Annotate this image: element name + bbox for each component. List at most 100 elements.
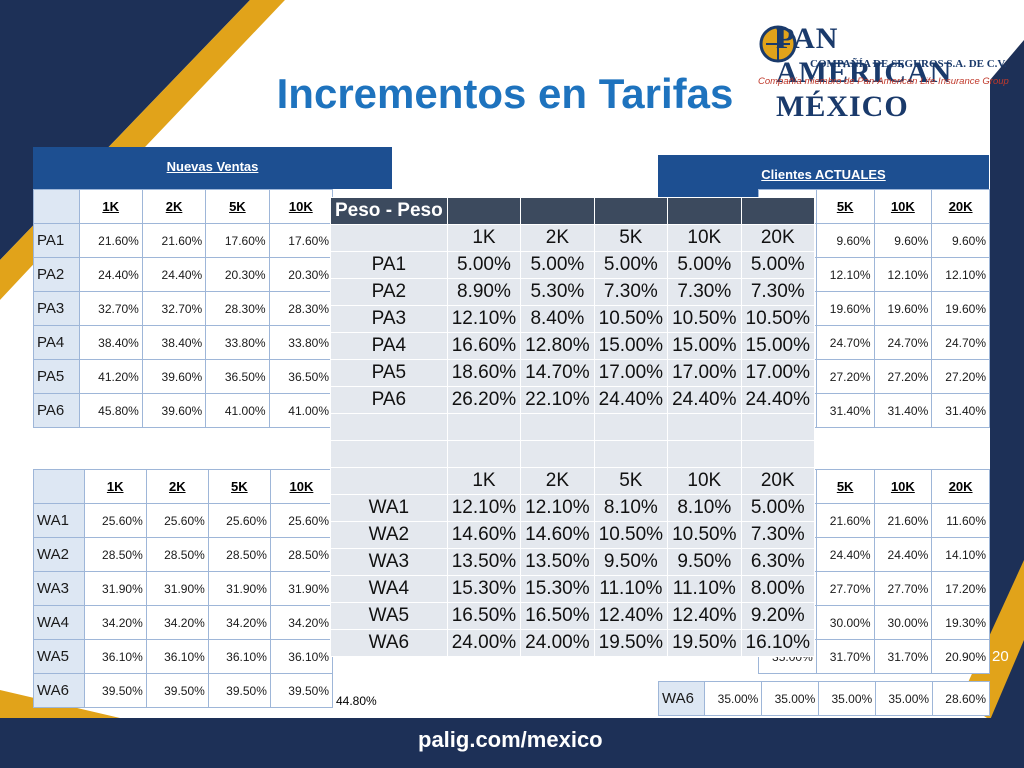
table-row: PA4 16.60% 12.80% 15.00% 15.00% 15.00% (330, 332, 815, 360)
table-cell: 13.50% (520, 548, 595, 576)
table-cell: 5.30% (520, 278, 595, 306)
table-cell: 31.40% (873, 393, 933, 428)
table-cell: 24.40% (815, 537, 875, 572)
table-cell: 14.60% (520, 521, 595, 549)
table-cell: 27.20% (873, 359, 933, 394)
page-title: Incrementos en Tarifas (276, 70, 734, 117)
peso-peso-table: Peso - Peso 1K 2K 5K 10K 20K PA1 5.00% 5.00% 5.00… (330, 197, 815, 657)
nuevas-ventas-caption: Nuevas Ventas (33, 147, 392, 189)
table-cell: 27.70% (873, 571, 933, 606)
table-cell: 21.60% (873, 503, 933, 538)
table-cell: 10.50% (667, 521, 742, 549)
table-row: WA5 36.10% 36.10% 36.10% 36.10% (33, 639, 334, 674)
company-logo: PAN AMERICAN MÉXICO COMPAÑÍA DE SEGUROS … (758, 20, 1009, 123)
table-cell: 19.50% (667, 629, 742, 657)
table-cell: 17.60% (205, 223, 270, 258)
row-label: WA2 (330, 521, 448, 549)
table-row: 1K 2K 5K 10K 20K (330, 224, 815, 252)
table-cell: 31.90% (145, 571, 209, 606)
table-cell: 24.40% (141, 257, 207, 292)
row-label: WA4 (330, 575, 448, 603)
table-cell: 32.70% (141, 291, 207, 326)
table-cell: 28.50% (83, 537, 147, 572)
table-cell: 24.70% (815, 325, 875, 360)
table-cell: 33.80% (205, 325, 270, 360)
table-cell: 28.50% (207, 537, 271, 572)
empty-cell (740, 413, 815, 441)
table-cell: 12.10% (446, 305, 522, 333)
table-cell: 8.10% (593, 494, 669, 522)
table-cell: 25.60% (83, 503, 147, 538)
table-cell: 39.50% (269, 673, 334, 708)
table-cell: 5.00% (593, 251, 669, 279)
peso-title: Peso - Peso (330, 197, 448, 225)
row-label: PA2 (330, 278, 448, 306)
table-cell: 9.60% (931, 223, 990, 258)
table-cell: 17.20% (931, 571, 990, 606)
empty-cell (520, 413, 595, 441)
table-cell: 9.20% (740, 602, 815, 630)
nuevas-wa-table: 1K 2K 5K 10K WA1 25.60% 25.60% 25.60% 25.60% WA2 2… (33, 469, 334, 708)
table-cell: 7.30% (740, 521, 815, 549)
table-cell: 14.60% (446, 521, 522, 549)
table-cell: 12.10% (520, 494, 595, 522)
empty-cell (446, 413, 522, 441)
column-header: 10K (667, 467, 742, 495)
table-cell: 24.00% (446, 629, 522, 657)
footer-url[interactable]: palig.com/mexico (418, 727, 603, 752)
table-cell: 11.10% (593, 575, 669, 603)
table-row: PA3 32.70% 32.70% 28.30% 28.30% (33, 291, 334, 326)
table-cell: 28.50% (269, 537, 334, 572)
table-cell: 9.50% (667, 548, 742, 576)
table-cell: 39.60% (141, 393, 207, 428)
table-row: PA2 24.40% 24.40% 20.30% 20.30% (33, 257, 334, 292)
table-row: WA2 28.50% 28.50% 28.50% 28.50% (33, 537, 334, 572)
table-cell: 16.50% (446, 602, 522, 630)
table-row: WA2 14.60% 14.60% 10.50% 10.50% 7.30% (330, 521, 815, 549)
table-cell: 38.40% (141, 325, 207, 360)
table-row: WA6 39.50% 39.50% 39.50% 39.50% (33, 673, 334, 708)
table-row (330, 440, 815, 468)
table-cell: 27.70% (815, 571, 875, 606)
table-cell: 15.30% (520, 575, 595, 603)
table-cell: 15.30% (446, 575, 522, 603)
row-label: PA5 (330, 359, 448, 387)
table-cell: 25.60% (145, 503, 209, 538)
table-cell: 28.50% (145, 537, 209, 572)
table-cell: 35.00% (818, 681, 877, 716)
table-cell: 28.30% (205, 291, 270, 326)
table-cell: 26.20% (446, 386, 522, 414)
corner-cell (330, 224, 448, 252)
nuevas-pa-table: 1K 2K 5K 10K PA1 21.60% 21.60% 17.60% 17.60% PA2 2… (33, 189, 334, 428)
row-label: WA3 (33, 571, 85, 606)
table-cell: 22.10% (520, 386, 595, 414)
table-cell: 31.90% (207, 571, 271, 606)
table-cell: 15.00% (593, 332, 669, 360)
logo-company: COMPAÑÍA DE SEGUROS S.A. DE C.V. (810, 58, 1007, 70)
row-label: WA5 (33, 639, 85, 674)
table-cell: 20.30% (205, 257, 270, 292)
table-cell: 17.00% (667, 359, 742, 387)
table-cell: 24.40% (667, 386, 742, 414)
table-cell: 9.50% (593, 548, 669, 576)
table-cell: 7.30% (740, 278, 815, 306)
row-label: PA3 (330, 305, 448, 333)
table-cell: 24.00% (520, 629, 595, 657)
header-blank (740, 197, 815, 225)
table-row: WA1 12.10% 12.10% 8.10% 8.10% 5.00% (330, 494, 815, 522)
column-header: 20K (931, 189, 990, 224)
table-cell: 5.00% (520, 251, 595, 279)
table-cell: 41.20% (78, 359, 143, 394)
table-cell: 34.20% (269, 605, 334, 640)
row-label: WA3 (330, 548, 448, 576)
column-header: 1K (446, 224, 522, 252)
column-header: 2K (141, 189, 207, 224)
table-cell: 36.50% (205, 359, 270, 394)
header-blank (593, 197, 669, 225)
table-cell: 36.10% (83, 639, 147, 674)
table-cell: 12.10% (815, 257, 875, 292)
table-row: PA6 45.80% 39.60% 41.00% 41.00% (33, 393, 334, 428)
row-label: PA1 (330, 251, 448, 279)
row-label: WA1 (33, 503, 85, 538)
row-label: PA6 (33, 393, 80, 428)
